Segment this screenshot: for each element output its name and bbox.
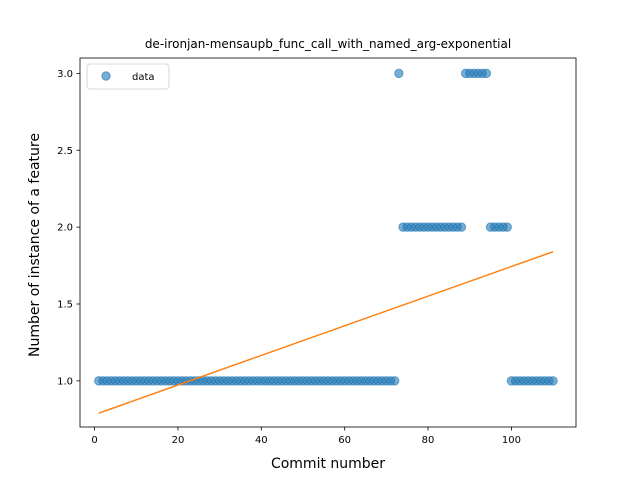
data-point <box>394 68 404 79</box>
y-tick-label: 2.0 <box>57 223 73 234</box>
legend: data <box>86 63 170 90</box>
data-point <box>548 376 558 386</box>
data-point <box>456 222 467 232</box>
data-point <box>389 376 400 386</box>
y-axis-label: Number of instance of a feature <box>27 133 43 357</box>
y-tick-label: 3.0 <box>57 69 73 80</box>
plot-area: 0 20 40 60 80 100 1.0 1.5 2.0 2.5 3.0 data <box>57 57 577 446</box>
axes-frame <box>79 57 577 428</box>
fit-line <box>98 251 554 414</box>
x-tick-label: 80 <box>422 435 435 446</box>
legend-box <box>86 63 170 90</box>
data-point <box>481 68 492 79</box>
legend-marker <box>101 71 111 81</box>
x-tick-label: 20 <box>172 435 185 446</box>
x-tick-label: 0 <box>91 435 97 446</box>
y-tick-label: 2.5 <box>57 146 73 157</box>
x-axis-label: Commit number <box>271 456 385 472</box>
x-tick-label: 40 <box>255 435 268 446</box>
x-tick-label: 60 <box>338 435 351 446</box>
x-tick-label: 100 <box>502 435 521 446</box>
y-tick-label: 1.5 <box>57 300 73 311</box>
chart-title: de-ironjan-mensaupb_func_call_with_named… <box>145 37 511 51</box>
y-tick-label: 1.0 <box>57 376 73 387</box>
legend-label: data <box>132 72 155 83</box>
data-point <box>502 222 512 232</box>
